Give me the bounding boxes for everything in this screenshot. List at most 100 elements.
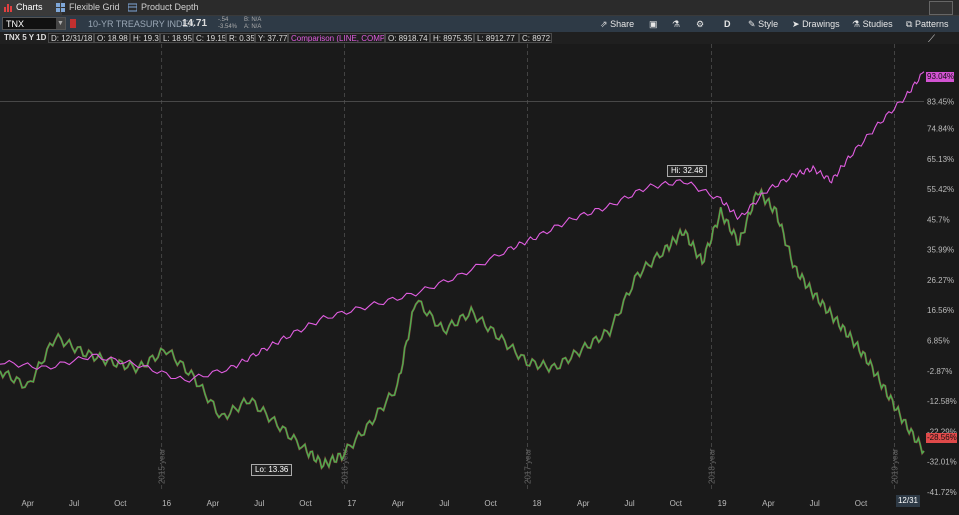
chart-area[interactable]: 83.45% 74.84% 65.13% 55.42% 45.7% 35.99% 26.27… <box>0 34 959 513</box>
year-label: 2017 year <box>524 448 533 484</box>
comp-close: C: 8972.6 <box>519 33 552 43</box>
style-icon: ✎ <box>748 19 756 29</box>
info-date: D: 12/31/18 <box>48 33 94 43</box>
bid-value: B: N/A <box>244 17 262 23</box>
ask-value: A: N/A <box>244 24 262 30</box>
comp-open: O: 8918.74 <box>385 33 430 43</box>
info-range: R: 0.35 <box>226 33 255 43</box>
window-button[interactable] <box>929 1 953 15</box>
x-tick-label: Oct <box>484 499 497 508</box>
x-tick-label: Jul <box>69 499 79 508</box>
drawings-label: Drawings <box>802 19 840 29</box>
tab-charts[interactable]: Charts <box>0 0 62 15</box>
x-tick-label: Apr <box>21 499 34 508</box>
grid-icon <box>56 3 65 12</box>
year-label: 2016 year <box>341 448 350 484</box>
drawings-button[interactable]: ➤ Drawings <box>792 16 840 32</box>
x-tick-label: Oct <box>670 499 683 508</box>
x-tick-label: Jul <box>254 499 264 508</box>
tab-label: Flexible Grid <box>69 2 120 12</box>
aggregation-button[interactable]: D <box>724 19 731 29</box>
x-tick-label: Jul <box>810 499 820 508</box>
info-high: H: 19.3 <box>130 33 160 43</box>
y-tick-label: 65.13% <box>927 155 954 164</box>
tab-label: Charts <box>16 2 43 12</box>
tnx-series-shadow <box>0 186 925 471</box>
symbol-value: TNX <box>6 19 24 29</box>
info-open: O: 18.98 <box>94 33 130 43</box>
x-tick-label: 16 <box>162 499 171 508</box>
year-label: 2018 year <box>707 448 716 484</box>
tab-product-depth[interactable]: Product Depth <box>125 0 211 15</box>
symbol-input[interactable]: TNX ▼ <box>2 17 66 30</box>
y-tick-label: 26.27% <box>927 276 954 285</box>
y-tick-label: 16.56% <box>927 306 954 315</box>
info-low: L: 18.95 <box>160 33 193 43</box>
y-tick-label: -12.58% <box>927 397 957 406</box>
studies-icon: ⚗ <box>852 19 861 29</box>
settings-button[interactable]: ⚙ <box>696 16 704 32</box>
tnx-series-line <box>0 187 925 470</box>
tab-flexible-grid[interactable]: Flexible Grid <box>53 0 131 15</box>
x-tick-label: Apr <box>207 499 220 508</box>
info-close: C: 19.15 <box>193 33 226 43</box>
y-tick-label: 55.42% <box>927 185 954 194</box>
price-chart[interactable]: 83.45% 74.84% 65.13% 55.42% 45.7% 35.99% 26.27… <box>0 44 959 513</box>
info-bar: TNX 5 Y 1D D: 12/31/18 O: 18.98 H: 19.3 … <box>0 32 959 44</box>
x-tick-label: Apr <box>392 499 405 508</box>
tnx-price-label: -28.56% <box>926 433 957 443</box>
chevron-down-icon[interactable]: ▼ <box>56 18 65 29</box>
info-y: Y: 37.77 <box>255 33 288 43</box>
year-label: 2019 year <box>890 448 899 484</box>
flask-icon: ⚗ <box>672 19 681 29</box>
y-tick-label: -2.87% <box>927 367 952 376</box>
share-icon: ⇗ <box>600 19 608 29</box>
y-tick-label: 74.84% <box>927 124 954 133</box>
tab-bar: Charts Flexible Grid Product Depth <box>0 0 959 16</box>
share-label: Share <box>610 19 635 29</box>
patterns-label: Patterns <box>914 19 949 29</box>
share-button[interactable]: ⇗ Share <box>600 16 634 32</box>
x-tick-label: 17 <box>347 499 356 508</box>
x-tick-label: Oct <box>114 499 127 508</box>
y-tick-label: -41.72% <box>927 488 957 497</box>
instrument-name: 10-YR TREASURY INDEX <box>88 19 195 29</box>
flag-icon[interactable] <box>70 19 76 28</box>
y-tick-label: -32.01% <box>927 458 957 467</box>
x-tick-label: Oct <box>855 499 868 508</box>
last-price: 14.71 <box>182 18 208 29</box>
x-tick-label: 19 <box>718 499 727 508</box>
x-tick-label: Jul <box>624 499 634 508</box>
gear-icon: ⚙ <box>696 19 705 29</box>
comparison-price-label: 93.04% <box>926 72 955 82</box>
net-change: -.54 <box>218 17 229 23</box>
y-tick-label: -22.29% <box>927 427 957 436</box>
layout-icon: ▣ <box>649 19 658 29</box>
patterns-icon: ⧉ <box>906 19 913 29</box>
toolbar: TNX ▼ 10-YR TREASURY INDEX 14.71 -.54 -3… <box>0 16 959 32</box>
studies-button[interactable]: ⚗ Studies <box>852 16 893 32</box>
layout-button[interactable]: ▣ <box>649 16 658 32</box>
flask-button[interactable]: ⚗ <box>672 16 680 32</box>
y-tick-label: 45.7% <box>927 215 950 224</box>
y-tick-label: 6.85% <box>927 337 950 346</box>
y-tick-label: 35.99% <box>927 246 954 255</box>
hi-label: Hi: 32.48 <box>667 165 708 177</box>
cursor-date-label: 12/31 <box>896 495 920 507</box>
chart-label: TNX 5 Y 1D <box>4 33 47 42</box>
lo-label: Lo: 13.36 <box>251 464 293 476</box>
studies-label: Studies <box>862 19 893 29</box>
style-label: Style <box>758 19 779 29</box>
patterns-button[interactable]: ⧉ Patterns <box>906 16 948 32</box>
style-button[interactable]: ✎ Style <box>748 16 778 32</box>
tab-label: Product Depth <box>141 2 199 12</box>
comparison-label: Comparison (LINE, COMP) <box>288 33 385 43</box>
comparison-series-line <box>0 71 925 383</box>
draw-tool-icon[interactable]: ⟋ <box>928 34 935 45</box>
comp-high: H: 8975.35 <box>430 33 474 43</box>
depth-icon <box>128 3 137 12</box>
x-tick-label: Jul <box>439 499 449 508</box>
cursor-icon: ➤ <box>792 19 800 29</box>
year-label: 2015 year <box>158 448 167 484</box>
x-tick-label: Apr <box>577 499 590 508</box>
